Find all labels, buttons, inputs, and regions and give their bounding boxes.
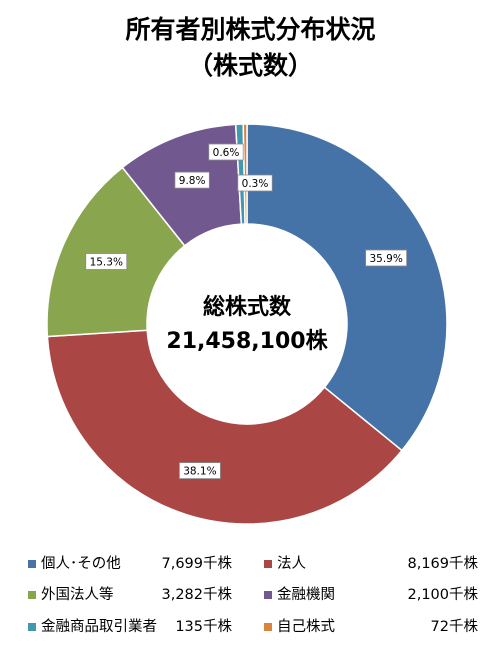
slice-treasury-stock: [242, 123, 248, 225]
legend-swatch: [264, 591, 272, 599]
legend-value: 2,100千株: [407, 587, 478, 603]
legend-item-foreign: 外国法人等 3,282千株: [28, 584, 232, 606]
svg-text:35.9%: 35.9%: [369, 253, 402, 265]
legend-label: 法人: [277, 556, 306, 572]
legend-item-corporation: 法人 8,169千株: [264, 553, 478, 575]
data-label-financial-institution: 9.8%: [174, 171, 210, 189]
legend-label: 個人･その他: [41, 556, 121, 572]
legend-value: 72千株: [430, 619, 478, 635]
svg-text:9.8%: 9.8%: [179, 175, 206, 187]
slice-corporation: [46, 329, 403, 525]
center-label-title: 総株式数: [203, 294, 292, 320]
chart-title: 所有者別株式分布状況: [125, 15, 376, 44]
svg-text:0.3%: 0.3%: [242, 178, 269, 190]
legend-value: 3,282千株: [161, 587, 232, 603]
legend-item-individual: 個人･その他 7,699千株: [28, 553, 232, 575]
legend-value: 7,699千株: [161, 556, 232, 572]
data-label-individual: 35.9%: [365, 249, 408, 267]
data-label-securities-firm: 0.6%: [208, 143, 244, 161]
svg-text:0.6%: 0.6%: [213, 147, 240, 159]
legend-swatch: [28, 623, 36, 631]
legend-item-financial-institution: 金融機関 2,100千株: [264, 584, 478, 606]
legend-label: 自己株式: [277, 619, 335, 635]
legend-label: 金融商品取引業者: [41, 619, 157, 635]
legend-swatch: [28, 560, 36, 568]
legend-item-treasury-stock: 自己株式 72千株: [264, 616, 478, 638]
svg-text:15.3%: 15.3%: [90, 257, 123, 269]
legend-value: 8,169千株: [407, 556, 478, 572]
chart-subtitle: （株式数）: [187, 51, 313, 80]
svg-text:38.1%: 38.1%: [183, 466, 216, 478]
legend-swatch: [28, 591, 36, 599]
center-label-total: 21,458,100株: [166, 329, 328, 354]
data-label-treasury-stock: 0.3%: [237, 174, 273, 192]
legend-item-securities-firm: 金融商品取引業者 135千株: [28, 616, 232, 638]
slice-individual: [246, 123, 448, 452]
data-label-corporation: 38.1%: [178, 462, 221, 480]
legend-label: 外国法人等: [41, 587, 114, 603]
legend-label: 金融機関: [277, 587, 335, 603]
data-label-foreign: 15.3%: [85, 253, 128, 270]
legend-swatch: [264, 560, 272, 568]
slice-foreign: [46, 166, 186, 338]
legend-swatch: [264, 623, 272, 631]
legend-value: 135千株: [175, 619, 232, 635]
